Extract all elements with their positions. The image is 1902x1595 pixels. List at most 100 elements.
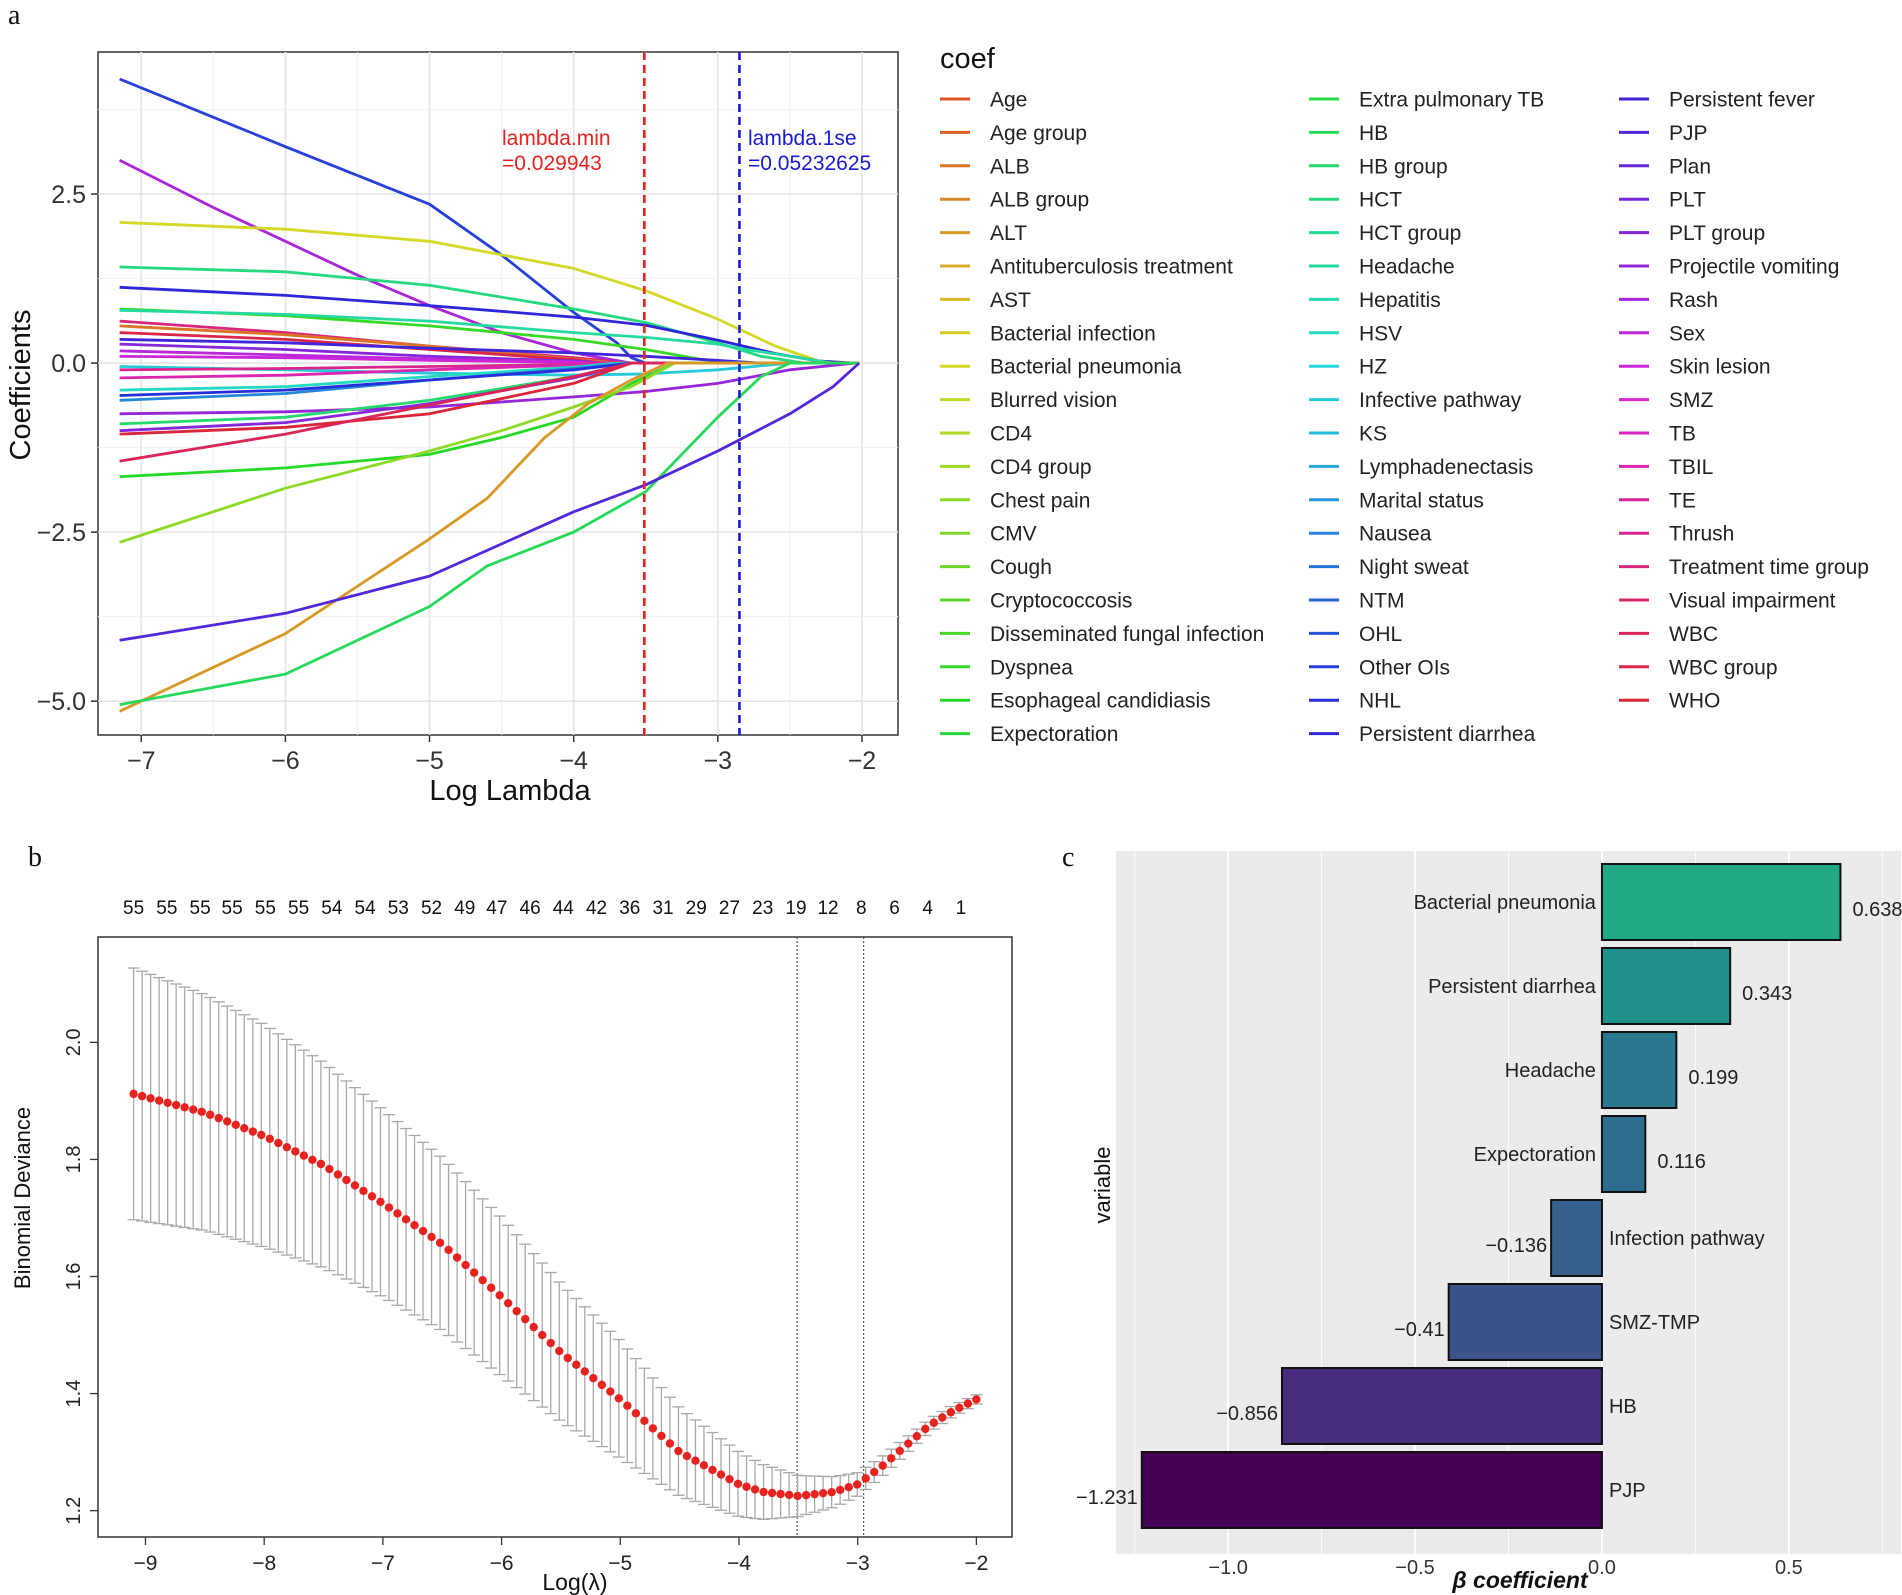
cv-point (393, 1209, 402, 1218)
panel-b-x-tick-label: −4 (727, 1552, 751, 1575)
cv-point (137, 1091, 147, 1101)
panel-b-top-label: 53 (388, 898, 409, 919)
cv-point (946, 1408, 956, 1417)
panel-b-top-label: 42 (586, 898, 607, 919)
cv-point (938, 1413, 947, 1422)
panel-c-x-tick-label: −1.0 (1208, 1557, 1247, 1579)
panel-a-lambda-lines (643, 52, 741, 735)
legend-label: PLT (1669, 189, 1706, 212)
cv-point (486, 1283, 496, 1292)
cv-point (767, 1488, 777, 1498)
panel-c-x-axis: −1.0 −0.5 0.0 0.5 (1208, 1557, 1802, 1579)
panel-a-x-tick-label: −2 (848, 747, 877, 775)
legend-label: NHL (1359, 690, 1401, 713)
cv-point (818, 1488, 828, 1498)
cv-point (640, 1416, 649, 1426)
cv-point (810, 1489, 819, 1499)
cv-point (631, 1409, 641, 1418)
cv-point (282, 1142, 292, 1152)
panel-a-x-tick-label: −6 (271, 747, 300, 775)
category-label: Headache (1505, 1060, 1596, 1082)
panel-b-top-label: 54 (321, 898, 343, 919)
panel-b-x-axis-title: Log(λ) (542, 1569, 607, 1595)
cv-point (614, 1394, 624, 1403)
panel-b-top-label: 44 (553, 898, 575, 919)
cv-point (146, 1094, 155, 1103)
value-label: 0.638 (1852, 899, 1902, 921)
lambda-min-value: =0.029943 (502, 152, 602, 175)
cv-point (538, 1330, 547, 1340)
legend-label: Infective pathway (1359, 389, 1522, 412)
panel-b-x-tick-label: −3 (846, 1552, 870, 1575)
bar-hb (1280, 1367, 1603, 1445)
panel-b-top-label: 55 (123, 898, 144, 919)
panel-b-top-label: 36 (619, 898, 640, 919)
panel-a-y-axis-title: Coefficients (5, 310, 37, 461)
bar-pjp (1140, 1451, 1603, 1529)
cv-point (589, 1373, 598, 1383)
legend-label: Sex (1669, 322, 1706, 345)
cv-point (801, 1490, 811, 1500)
cv-point (742, 1482, 751, 1491)
coef-line-pjp (119, 362, 861, 642)
lambda-min-label: lambda.min (502, 127, 611, 150)
category-label: Expectoration (1474, 1144, 1596, 1166)
panel-a-y-tick-label: 2.5 (51, 181, 86, 209)
panel-b-top-label: 19 (785, 898, 806, 919)
value-label: 0.199 (1688, 1067, 1738, 1089)
legend-label: Plan (1669, 155, 1711, 178)
cv-point (359, 1186, 368, 1196)
panel-a-x-tick-label: −3 (704, 747, 733, 775)
cv-point (206, 1110, 215, 1119)
panel-c-x-tick-label: 0.5 (1775, 1557, 1803, 1579)
cv-point (716, 1470, 726, 1479)
category-label: HB (1609, 1396, 1637, 1418)
cv-point (580, 1367, 589, 1376)
panel-b-y-tick-label: 1.4 (63, 1380, 85, 1408)
lambda-1se-label: lambda.1se (748, 127, 857, 150)
legend-label: TE (1669, 489, 1696, 512)
panel-b-x-tick-label: −6 (490, 1552, 514, 1575)
bar-smz-tmp (1447, 1283, 1603, 1361)
legend-title: coef (940, 43, 996, 75)
category-label: Bacterial pneumonia (1414, 892, 1597, 914)
legend-label: Disseminated fungal infection (990, 623, 1264, 646)
cv-point (623, 1401, 632, 1410)
cv-point (870, 1467, 879, 1477)
legend-label: AST (990, 289, 1031, 312)
legend-label: Bacterial pneumonia (990, 356, 1182, 379)
legend-label: Nausea (1359, 523, 1432, 546)
panel-b-top-label: 49 (454, 898, 475, 919)
panel-c-x-axis-title: β coefficient (1451, 1567, 1589, 1593)
panel-b-y-tick-label: 1.8 (63, 1146, 85, 1174)
panel-b-top-label: 55 (288, 898, 309, 919)
cv-point (240, 1123, 249, 1133)
cv-point (461, 1260, 470, 1270)
legend-label: Cough (990, 556, 1052, 579)
category-label: Infection pathway (1609, 1228, 1765, 1250)
cv-point (129, 1089, 138, 1099)
panel-b-top-label: 4 (922, 898, 933, 919)
cv-point (784, 1490, 794, 1500)
panel-a-x-tick-label: −4 (559, 747, 588, 775)
cv-point (529, 1322, 538, 1332)
panel-b-points (129, 1089, 981, 1501)
cv-point (699, 1461, 709, 1470)
cv-point (495, 1291, 504, 1300)
legend-label: SMZ (1669, 389, 1714, 412)
legend-label: WBC (1669, 623, 1718, 646)
cv-point (503, 1298, 513, 1308)
panel-b-top-axis: 55 55 55 55 55 55 54 54 53 52 49 47 46 44 42 36 31 29 27 23… (123, 898, 966, 919)
legend-label: CD4 (990, 423, 1032, 446)
bar-bacterial-pneumonia (1600, 863, 1842, 941)
cv-point (827, 1487, 836, 1497)
coef-line-hct (119, 265, 860, 365)
panel-a-coefficient-lines (118, 77, 861, 713)
cv-point (682, 1451, 692, 1461)
panel-b-top-label: 29 (686, 898, 707, 919)
panel-a-y-axis: −5.0 −2.5 0.0 2.5 (37, 181, 98, 716)
legend-label: HCT (1359, 189, 1402, 212)
panel-b-top-label: 31 (652, 898, 673, 919)
category-label: PJP (1609, 1480, 1646, 1502)
cv-point (452, 1253, 462, 1262)
